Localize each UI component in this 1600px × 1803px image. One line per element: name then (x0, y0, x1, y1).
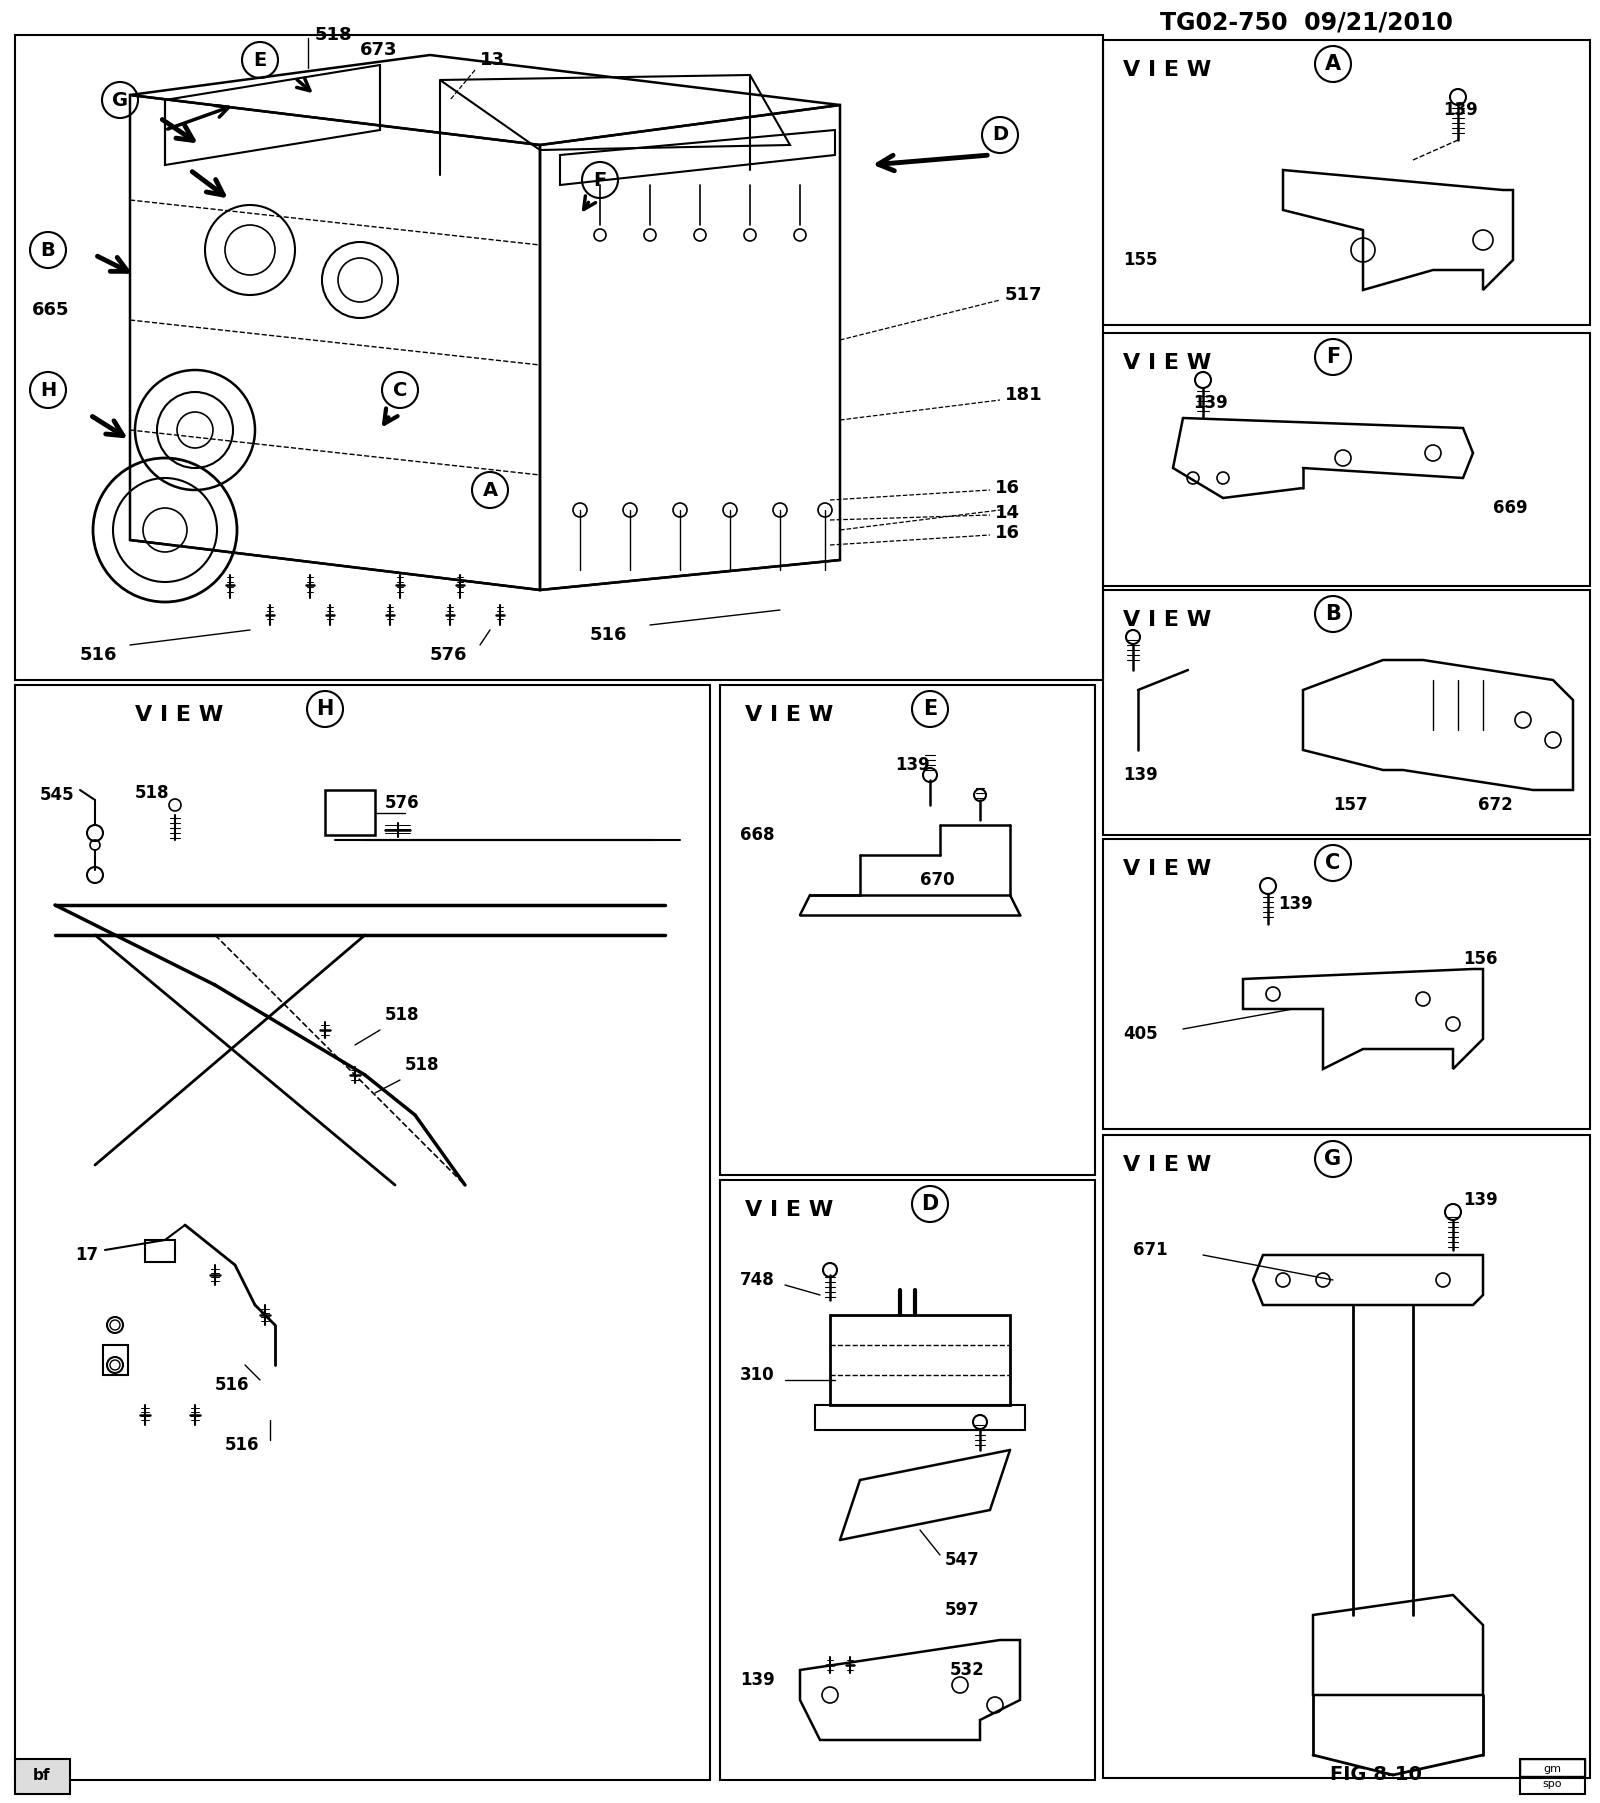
Text: 17: 17 (75, 1246, 98, 1264)
Bar (1102, 590, 1590, 835)
Text: 405: 405 (1123, 1024, 1158, 1042)
Text: D: D (922, 1194, 939, 1213)
Text: V I E W: V I E W (1123, 609, 1211, 629)
Text: 672: 672 (1478, 795, 1512, 813)
Bar (720, 1179, 1094, 1780)
Text: 139: 139 (1123, 766, 1158, 784)
Text: V I E W: V I E W (1123, 858, 1211, 880)
Text: 155: 155 (1123, 251, 1157, 269)
Text: C: C (394, 380, 406, 400)
Bar (1102, 838, 1590, 1129)
Text: H: H (40, 380, 56, 400)
Text: H: H (317, 700, 334, 719)
Text: 139: 139 (1278, 894, 1312, 912)
Text: bf: bf (34, 1769, 51, 1783)
Bar (325, 790, 374, 835)
Text: F: F (594, 171, 606, 189)
Text: 576: 576 (386, 793, 419, 811)
Text: E: E (923, 700, 938, 719)
Text: FIG 8-10: FIG 8-10 (1330, 1765, 1422, 1785)
Bar (146, 1240, 174, 1262)
Text: D: D (992, 126, 1008, 144)
Text: 673: 673 (360, 41, 397, 59)
Text: B: B (40, 240, 56, 260)
Text: 518: 518 (315, 25, 352, 43)
Bar (720, 685, 1094, 1176)
Text: 139: 139 (894, 755, 930, 773)
Text: 671: 671 (1133, 1240, 1168, 1258)
Text: A: A (1325, 54, 1341, 74)
Text: 665: 665 (32, 301, 69, 319)
Text: 16: 16 (995, 480, 1021, 498)
Bar (830, 1314, 1010, 1405)
Text: E: E (253, 50, 267, 70)
Text: V I E W: V I E W (1123, 353, 1211, 373)
Text: 516: 516 (590, 626, 627, 644)
Text: A: A (483, 481, 498, 499)
Text: 669: 669 (1493, 499, 1528, 517)
Text: 518: 518 (405, 1057, 440, 1075)
Text: 670: 670 (920, 871, 955, 889)
Text: 518: 518 (134, 784, 170, 802)
Text: 516: 516 (226, 1435, 259, 1453)
Text: 748: 748 (739, 1271, 774, 1289)
Text: 181: 181 (1005, 386, 1043, 404)
Bar (14, 34, 1102, 680)
Bar (1102, 1136, 1590, 1778)
Text: V I E W: V I E W (134, 705, 224, 725)
Text: 157: 157 (1333, 795, 1368, 813)
Text: 576: 576 (430, 645, 467, 664)
Text: B: B (1325, 604, 1341, 624)
Text: 517: 517 (1005, 287, 1043, 305)
Bar (14, 685, 710, 1780)
Text: 13: 13 (480, 50, 506, 69)
Bar (1520, 1760, 1586, 1776)
Text: F: F (1326, 346, 1341, 368)
Text: 532: 532 (950, 1661, 984, 1679)
Text: V I E W: V I E W (1123, 59, 1211, 79)
Text: 139: 139 (1462, 1192, 1498, 1210)
Text: 547: 547 (946, 1551, 979, 1569)
Bar (14, 1760, 70, 1794)
Text: 310: 310 (739, 1367, 774, 1385)
Text: 597: 597 (946, 1601, 979, 1619)
Text: spo: spo (1542, 1780, 1562, 1789)
Text: 16: 16 (995, 525, 1021, 543)
Text: 516: 516 (214, 1376, 250, 1394)
Text: gm: gm (1542, 1763, 1562, 1774)
Text: V I E W: V I E W (746, 705, 834, 725)
Text: 545: 545 (40, 786, 75, 804)
Bar (1102, 334, 1590, 586)
Bar (1102, 40, 1590, 325)
Text: 139: 139 (1194, 395, 1227, 413)
Text: G: G (112, 90, 128, 110)
Text: 516: 516 (80, 645, 117, 664)
Text: V I E W: V I E W (746, 1201, 834, 1221)
Text: 14: 14 (995, 505, 1021, 523)
Text: V I E W: V I E W (1123, 1156, 1211, 1176)
Text: 139: 139 (1443, 101, 1478, 119)
Bar (102, 1345, 128, 1376)
Text: TG02-750  09/21/2010: TG02-750 09/21/2010 (1160, 11, 1453, 34)
Bar (1520, 1760, 1586, 1794)
Text: 156: 156 (1462, 950, 1498, 968)
Text: 139: 139 (739, 1671, 774, 1689)
Text: C: C (1325, 853, 1341, 873)
Text: 668: 668 (739, 826, 774, 844)
Text: 518: 518 (386, 1006, 419, 1024)
Text: G: G (1325, 1149, 1341, 1168)
